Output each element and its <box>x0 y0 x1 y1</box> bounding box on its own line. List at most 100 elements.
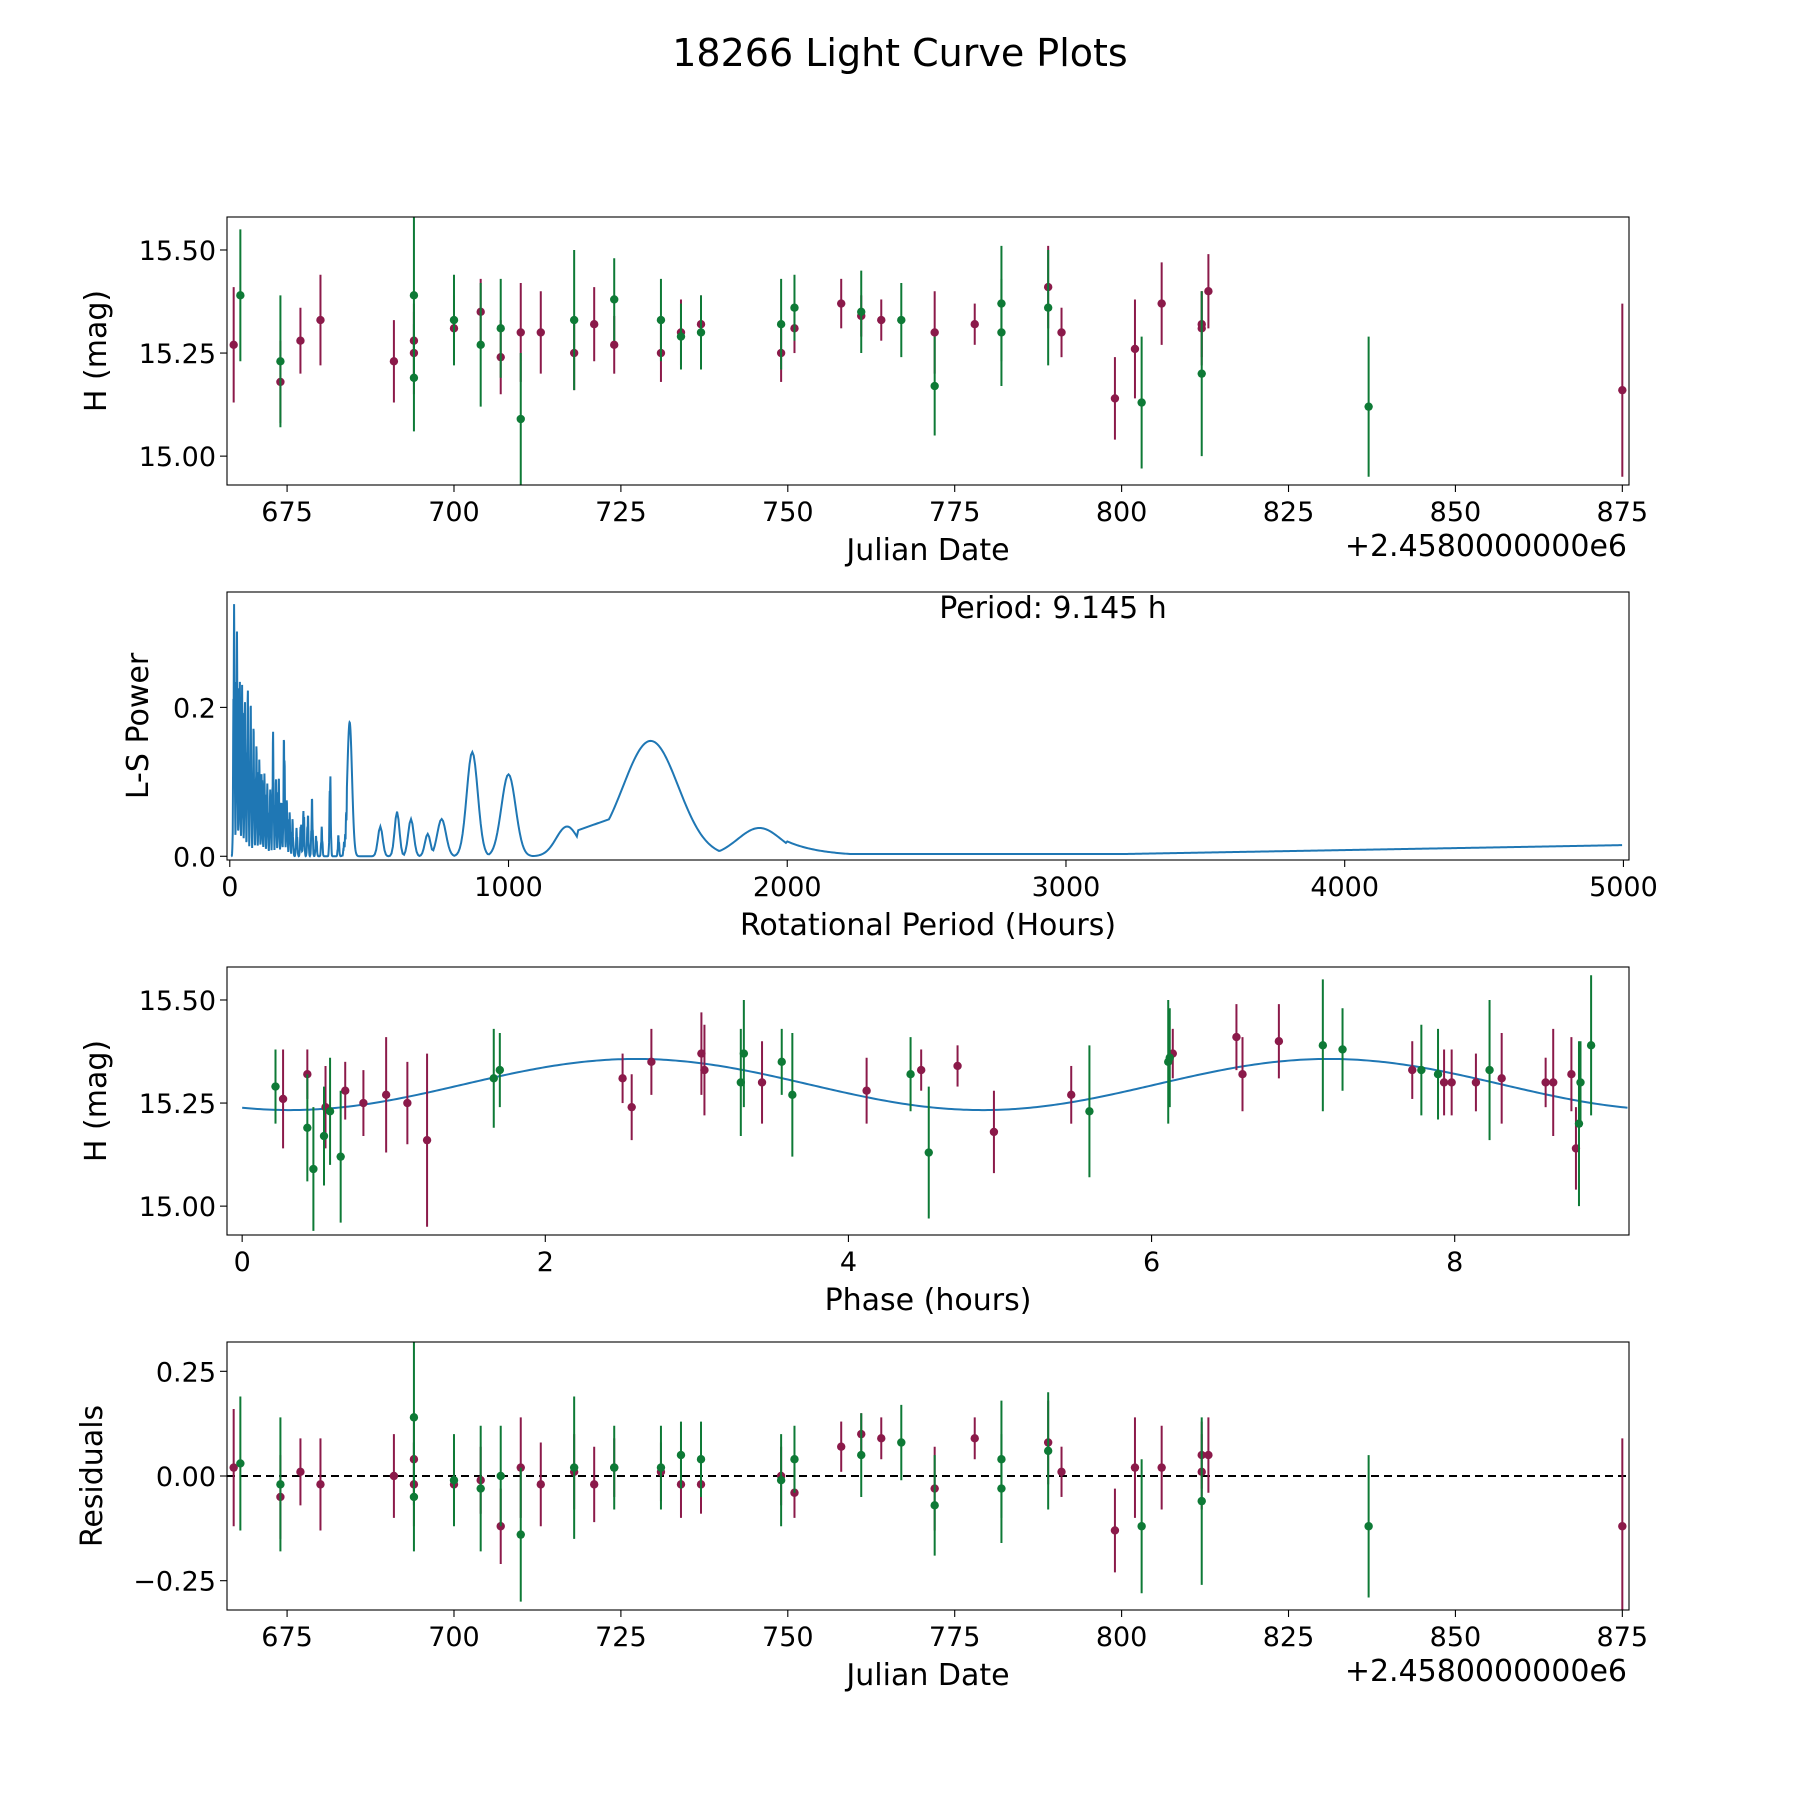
light-curve-panel: 675 700 725 750 775 800 825 850 875 15.00 15.25 15.… <box>79 216 1648 568</box>
data-point <box>1137 1522 1146 1531</box>
data-point <box>757 1078 767 1087</box>
phase-folded-axes: 0 2 4 6 8 15.00 15.25 15.50 <box>139 986 1464 1278</box>
y-tick-label: 0.2 <box>173 693 216 724</box>
data-point <box>316 1480 325 1489</box>
light-curve-frame <box>226 216 1630 486</box>
x-tick-label: 3000 <box>1032 872 1101 903</box>
light-curve-x-label: Julian Date <box>844 533 1009 568</box>
data-point <box>569 1463 579 1472</box>
data-point <box>325 1107 335 1116</box>
data-point <box>1130 1463 1140 1472</box>
data-point <box>1447 1078 1456 1087</box>
residuals-panel: 675 700 725 750 775 800 825 850 875 −0.25 0.00 0.25… <box>75 1341 1648 1693</box>
x-tick-label: 700 <box>428 1622 480 1653</box>
data-point <box>389 357 399 366</box>
data-point <box>409 291 419 300</box>
data-point <box>1318 1041 1328 1050</box>
data-point <box>1197 1496 1206 1506</box>
data-point <box>422 1135 432 1145</box>
data-point <box>1364 1522 1373 1531</box>
data-point <box>236 1459 245 1468</box>
y-tick-label: 0.25 <box>156 1357 216 1388</box>
x-tick-label: 850 <box>1430 497 1482 528</box>
data-point <box>924 1148 933 1157</box>
data-point <box>1274 1037 1284 1046</box>
x-tick-label: 850 <box>1430 1622 1482 1653</box>
data-point <box>403 1098 412 1108</box>
data-point <box>1338 1045 1347 1054</box>
residuals-x-label: Julian Date <box>844 1658 1009 1693</box>
x-tick-label: 675 <box>261 1622 313 1653</box>
figure-title: 18266 Light Curve Plots <box>672 31 1127 75</box>
data-point <box>1085 1107 1094 1116</box>
data-point <box>1497 1074 1506 1083</box>
data-point <box>1364 402 1373 411</box>
data-point <box>1043 1446 1053 1456</box>
data-point <box>309 1164 318 1174</box>
data-point <box>837 1442 846 1451</box>
data-point <box>569 315 579 325</box>
data-point <box>1618 385 1627 395</box>
phase-folded-panel: 0 2 4 6 8 15.00 15.25 15.50 Phase (hours) H (ma… <box>79 966 1630 1318</box>
data-point <box>1232 1032 1241 1042</box>
data-point <box>627 1102 636 1112</box>
y-tick-label: 15.50 <box>139 236 216 267</box>
data-point <box>776 1475 786 1485</box>
data-point <box>1197 369 1206 378</box>
data-point <box>1549 1078 1558 1087</box>
data-point <box>381 1090 391 1100</box>
data-point <box>303 1123 312 1133</box>
y-tick-label: 15.50 <box>139 986 216 1017</box>
x-tick-label: 4 <box>840 1247 857 1278</box>
x-tick-label: 6 <box>1143 1247 1160 1278</box>
data-point <box>1110 1526 1120 1535</box>
data-point <box>997 328 1006 337</box>
data-point <box>1204 287 1213 296</box>
data-point <box>516 328 525 337</box>
data-point <box>857 307 866 317</box>
data-point <box>536 1480 545 1489</box>
data-point <box>788 1090 797 1100</box>
data-point <box>930 328 939 337</box>
data-point <box>1541 1078 1550 1087</box>
light-curve-y-label: H (mag) <box>79 290 114 412</box>
data-point <box>676 332 686 341</box>
x-tick-label: 825 <box>1263 497 1315 528</box>
phase-folded-frame <box>226 966 1630 1236</box>
data-point <box>1157 1463 1166 1472</box>
data-point <box>777 1057 786 1067</box>
data-point <box>1471 1078 1481 1087</box>
periodogram-line <box>230 604 1623 858</box>
residuals-plot-area <box>227 1342 1629 1610</box>
x-tick-label: 2000 <box>753 872 822 903</box>
data-point <box>997 1484 1006 1493</box>
data-point <box>489 1074 498 1083</box>
data-point <box>476 340 485 350</box>
data-point <box>857 1450 866 1460</box>
light-curve-axes: 675 700 725 750 775 800 825 850 875 15.00 15.25 15.… <box>139 236 1648 528</box>
y-tick-label: 15.00 <box>139 442 216 473</box>
fit-curve <box>242 1057 1628 1112</box>
data-point <box>916 1065 926 1075</box>
y-tick-label: −0.25 <box>133 1567 216 1598</box>
data-point <box>1137 398 1146 407</box>
data-point <box>776 320 786 329</box>
data-point <box>1067 1090 1076 1100</box>
data-point <box>930 1501 939 1510</box>
x-tick-label: 750 <box>762 1622 814 1653</box>
periodogram-plot-area <box>230 604 1623 858</box>
x-tick-label: 775 <box>929 1622 981 1653</box>
data-point <box>236 291 245 300</box>
phase-folded-y-label: H (mag) <box>79 1040 114 1162</box>
data-point <box>516 1530 525 1539</box>
data-point <box>276 1480 285 1489</box>
periodogram-panel: 0 1000 2000 3000 4000 5000 0.0 0.2 Period: 9.14… <box>121 591 1658 943</box>
data-point <box>1439 1078 1449 1087</box>
data-point <box>1110 394 1120 403</box>
data-point <box>970 320 979 329</box>
periodogram-y-label: L-S Power <box>121 652 156 799</box>
data-point <box>1586 1041 1596 1050</box>
data-point <box>610 1463 619 1472</box>
data-point <box>276 357 285 366</box>
